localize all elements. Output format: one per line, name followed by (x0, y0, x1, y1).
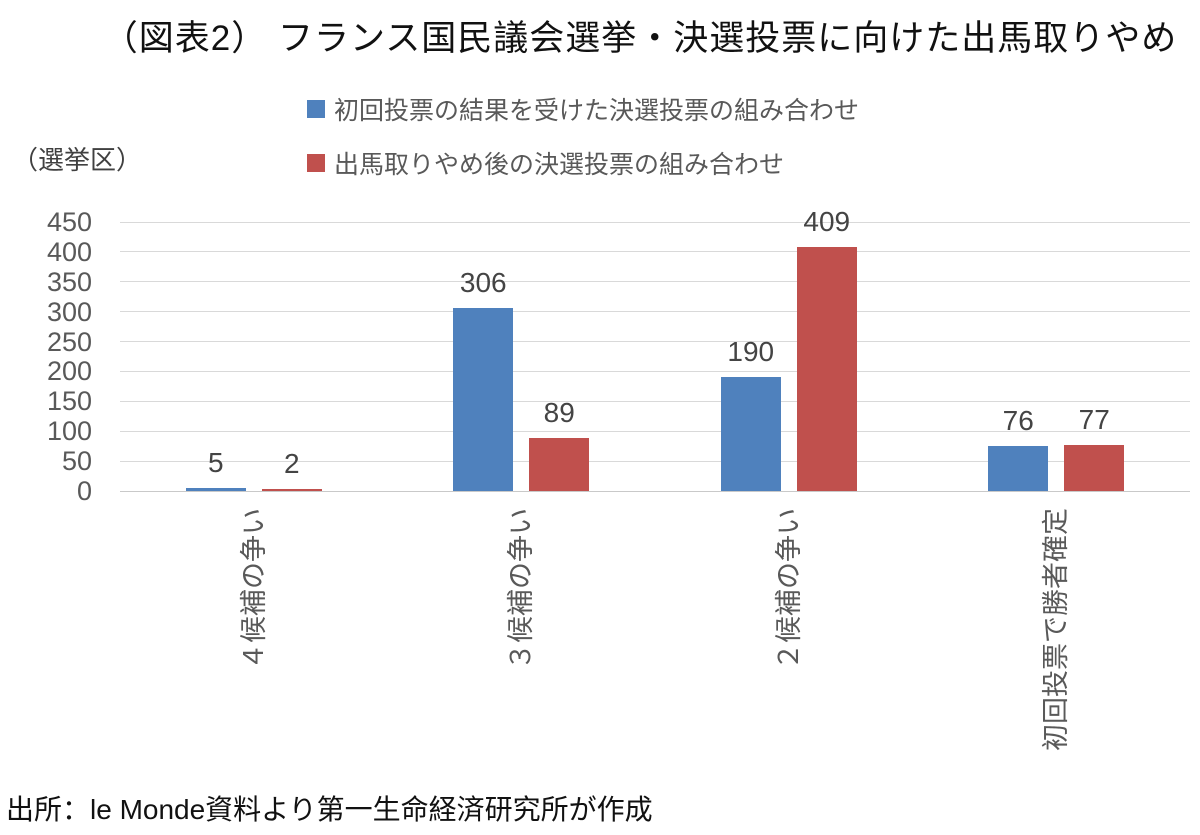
legend: 初回投票の結果を受けた決選投票の組み合わせ 出馬取りやめ後の決選投票の組み合わせ (307, 92, 859, 200)
bar-series-1-category-4 (988, 445, 1049, 491)
value-label-series-1-category-3: 190 (727, 336, 775, 368)
x-category-label-1: ４候補の争い (238, 508, 269, 670)
bar-series-1-category-3 (720, 377, 781, 491)
gridline-y-150 (120, 400, 1190, 402)
x-category-label-3: ２候補の争い (773, 508, 804, 670)
legend-label-series-1: 初回投票の結果を受けた決選投票の組み合わせ (334, 97, 860, 125)
y-tick-label-250: 250 (46, 326, 92, 357)
legend-item-series-2: 出馬取りやめ後の決選投票の組み合わせ (307, 146, 859, 180)
value-label-series-2-category-3: 409 (803, 205, 851, 237)
bar-series-2-category-1 (261, 489, 322, 491)
y-axis-unit-label: （選挙区） (12, 145, 143, 175)
y-axis-tick-labels: 0 50 100 150 200 250 300 350 400 450 (0, 208, 92, 505)
gridline-y-350 (120, 281, 1190, 283)
gridline-y-300 (120, 311, 1190, 313)
x-category-label-4: 初回投票で勝者確定 (1041, 508, 1072, 751)
legend-swatch-red-icon (307, 154, 325, 172)
y-tick-label-50: 50 (61, 446, 92, 477)
value-label-series-1-category-2: 306 (459, 267, 507, 299)
bar-series-1-category-1 (185, 488, 246, 491)
value-label-series-2-category-4: 77 (1078, 403, 1110, 435)
x-category-label-2: ３候補の争い (506, 508, 537, 670)
value-label-series-2-category-1: 2 (283, 448, 300, 479)
bar-series-2-category-4 (1064, 444, 1125, 491)
bar-series-2-category-2 (529, 437, 590, 491)
y-tick-label-350: 350 (46, 266, 92, 297)
gridline-y-50 (120, 460, 1190, 462)
value-label-series-1-category-4: 76 (1002, 404, 1034, 436)
bar-series-1-category-2 (453, 308, 514, 491)
plot-area: 5 2 306 89 190 409 76 77 (120, 206, 1190, 492)
source-note: 出所：le Monde資料より第一生命経済研究所が作成 (6, 794, 653, 825)
y-tick-label-0: 0 (76, 476, 92, 506)
legend-swatch-blue-icon (307, 100, 325, 118)
y-tick-label-150: 150 (46, 386, 92, 417)
value-label-series-1-category-1: 5 (207, 447, 224, 479)
y-tick-label-400: 400 (46, 236, 92, 267)
legend-label-series-2: 出馬取りやめ後の決選投票の組み合わせ (334, 151, 785, 179)
bar-series-2-category-3 (796, 246, 857, 491)
value-label-series-2-category-2: 89 (543, 396, 575, 428)
legend-item-series-1: 初回投票の結果を受けた決選投票の組み合わせ (307, 92, 859, 126)
gridline-y-100 (120, 430, 1190, 432)
chart-title: （図表2） フランス国民議会選挙・決選投票に向けた出馬取りやめ (102, 19, 1178, 58)
y-tick-label-200: 200 (46, 356, 92, 387)
gridline-y-200 (120, 370, 1190, 372)
gridline-y-0 (120, 490, 1190, 492)
gridline-y-250 (120, 341, 1190, 343)
y-tick-label-300: 300 (46, 296, 92, 327)
y-tick-label-100: 100 (46, 416, 92, 447)
y-tick-label-450: 450 (46, 207, 92, 237)
gridline-y-400 (120, 251, 1190, 253)
gridline-y-450 (120, 221, 1190, 223)
